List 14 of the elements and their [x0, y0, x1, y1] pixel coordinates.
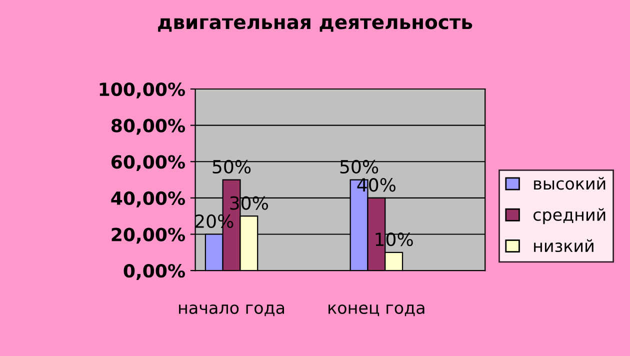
y-tick-label: 0,00% — [124, 264, 186, 280]
data-label: 50% — [212, 160, 251, 174]
legend-label: высокий — [534, 176, 606, 190]
y-tick-label: 20,00% — [112, 228, 186, 244]
x-tick-label: конец года — [328, 304, 424, 316]
y-tick-label: 100,00% — [100, 82, 186, 98]
y-tick-label: 40,00% — [111, 191, 186, 208]
y-tick-label: 60,00% — [111, 155, 186, 172]
data-label: 50% — [340, 160, 378, 174]
legend-label: средний — [533, 208, 606, 224]
y-tick-label: 80,00% — [111, 118, 186, 135]
legend-label: низкий — [534, 239, 594, 252]
chart-title: двигательная деятельность — [158, 18, 472, 32]
x-tick-label: начало года — [179, 304, 284, 316]
